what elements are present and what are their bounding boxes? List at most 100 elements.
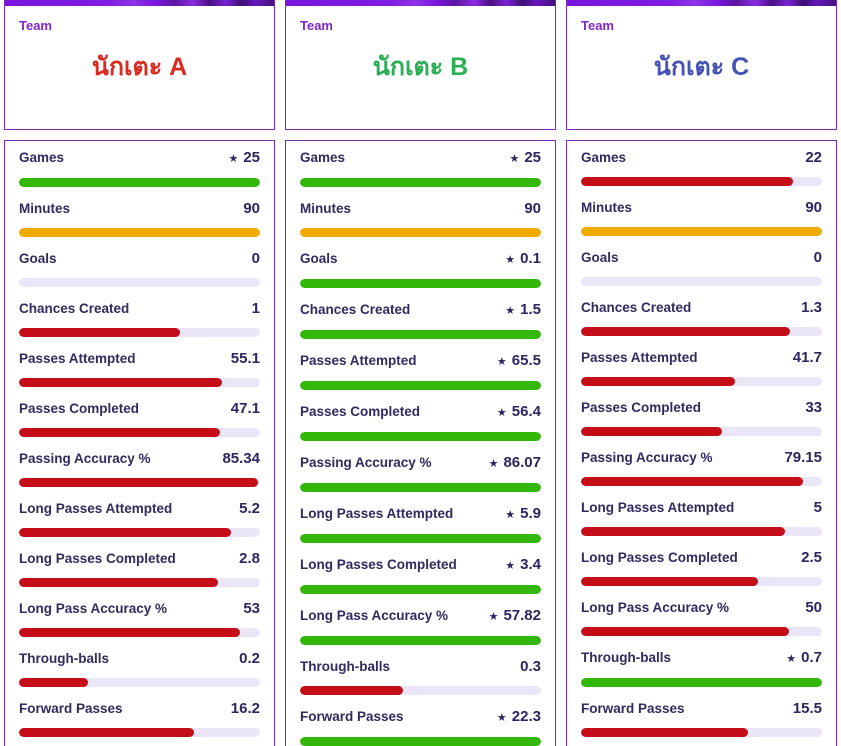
stat-bar-fill: [300, 483, 541, 492]
stat-value: 86.07: [503, 454, 541, 471]
stat-bar-track: [19, 428, 260, 437]
stat-value: 16.2: [230, 700, 260, 717]
stat-label: Passing Accuracy %: [581, 450, 713, 465]
stat-bar-fill: [300, 636, 541, 645]
stat-line: Long Passes Completed ★ 3.4: [300, 557, 541, 574]
stat-bar-track: [581, 577, 822, 586]
best-star-icon: ★: [786, 653, 797, 665]
stat-line: Minutes 90: [300, 201, 541, 217]
team-header-card: Team นักเตะ B: [285, 0, 556, 130]
stat-bar-track: [581, 377, 822, 386]
stats-card: Games ★ 25 Minutes 90 Goals ★ 0.1 Chances …: [285, 140, 556, 746]
stat-line: Chances Created 1: [19, 301, 260, 317]
team-label: Team: [19, 18, 52, 33]
stat-label: Long Passes Completed: [300, 557, 457, 572]
player-column-c: Team นักเตะ C Games 22 Minutes 90 Goals …: [566, 0, 837, 746]
stat-value: 15.5: [792, 700, 822, 717]
stat-row: Passes Attempted 41.7: [581, 350, 822, 386]
stat-value-wrap: ★ 3.4: [505, 557, 541, 574]
stat-bar-fill: [300, 686, 404, 695]
stat-value-wrap: 5: [814, 500, 822, 516]
stat-value: 1: [251, 300, 260, 317]
stat-bar-track: [300, 279, 541, 288]
stat-row: Minutes 90: [19, 201, 260, 237]
stat-value-wrap: 2.5: [801, 550, 822, 566]
stat-label: Long Passes Attempted: [581, 500, 735, 515]
stats-card: Games ★ 25 Minutes 90 Goals 0 Chances Cre…: [4, 140, 275, 746]
stat-value-wrap: 53: [243, 601, 260, 617]
stat-bar-fill: [19, 478, 259, 487]
stat-bar-track: [19, 178, 260, 187]
stat-bar-fill: [19, 378, 222, 387]
stat-line: Passes Attempted ★ 65.5: [300, 353, 541, 370]
stat-bar-fill: [581, 227, 822, 236]
stat-value-wrap: 47.1: [231, 401, 260, 417]
stat-line: Minutes 90: [581, 200, 822, 216]
stat-row: Through-balls 0.3: [300, 659, 541, 695]
stat-line: Long Passes Attempted ★ 5.9: [300, 506, 541, 523]
stat-bar-track: [19, 528, 260, 537]
card-top-stripe: [286, 0, 555, 6]
stat-bar-track: [300, 737, 541, 746]
stat-line: Passing Accuracy % ★ 86.07: [300, 455, 541, 472]
stat-value: 25: [243, 149, 260, 166]
stat-bar-fill: [581, 427, 722, 436]
stat-value-wrap: ★ 57.82: [489, 608, 541, 625]
stat-value: 5.2: [239, 500, 260, 517]
stat-line: Long Pass Accuracy % ★ 57.82: [300, 608, 541, 625]
stat-line: Passes Attempted 55.1: [19, 351, 260, 367]
stat-line: Long Passes Completed 2.8: [19, 551, 260, 567]
stat-value: 22: [805, 149, 822, 166]
stat-value: 50: [805, 599, 822, 616]
team-label: Team: [300, 18, 333, 33]
stat-row: Through-balls 0.2: [19, 651, 260, 687]
stat-bar-fill: [19, 628, 240, 637]
stat-bar-track: [19, 578, 260, 587]
stat-row: Passing Accuracy % 85.34: [19, 451, 260, 487]
stat-bar-track: [300, 686, 541, 695]
stat-value-wrap: 16.2: [231, 701, 260, 717]
stat-bar-fill: [19, 578, 218, 587]
stat-line: Long Passes Attempted 5.2: [19, 501, 260, 517]
stat-value-wrap: ★ 0.7: [786, 650, 822, 667]
stat-row: Goals 0: [581, 250, 822, 286]
player-name: นักเตะ B: [372, 53, 469, 81]
stat-bar-track: [300, 483, 541, 492]
stat-value: 53: [243, 600, 260, 617]
stat-value: 55.1: [230, 350, 260, 367]
best-star-icon: ★: [228, 153, 239, 165]
stat-value-wrap: 41.7: [793, 350, 822, 366]
stat-label: Goals: [19, 251, 57, 266]
stat-bar-track: [581, 477, 822, 486]
stat-value: 90: [805, 199, 822, 216]
stat-bar-track: [581, 527, 822, 536]
card-top-stripe: [5, 0, 274, 6]
stat-line: Through-balls ★ 0.7: [581, 650, 822, 667]
stat-line: Through-balls 0.2: [19, 651, 260, 667]
stat-label: Passes Attempted: [581, 350, 698, 365]
stat-bar-track: [19, 678, 260, 687]
stat-bar-fill: [300, 737, 541, 746]
stat-bar-fill: [19, 528, 232, 537]
stat-value-wrap: 1: [252, 301, 260, 317]
stat-bar-track: [19, 378, 260, 387]
stat-label: Long Passes Attempted: [19, 501, 173, 516]
stat-label: Forward Passes: [19, 701, 123, 716]
stat-line: Games ★ 25: [19, 150, 260, 167]
best-star-icon: ★: [488, 611, 499, 623]
stat-value: 90: [524, 200, 541, 217]
player-name: นักเตะ C: [653, 53, 750, 81]
stat-label: Passes Completed: [19, 401, 140, 416]
stat-value: 47.1: [230, 400, 260, 417]
stat-line: Games 22: [581, 150, 822, 166]
stat-label: Chances Created: [300, 302, 411, 317]
team-header-card: Team นักเตะ C: [566, 0, 837, 130]
player-column-a: Team นักเตะ A Games ★ 25 Minutes 90 Goals…: [4, 0, 275, 746]
stats-body: Games ★ 25 Minutes 90 Goals ★ 0.1 Chances …: [300, 150, 541, 746]
stat-bar-track: [581, 678, 822, 687]
stat-value-wrap: 0: [252, 251, 260, 267]
stat-row: Games 22: [581, 150, 822, 186]
stat-label: Games: [581, 150, 627, 165]
stat-bar-track: [581, 277, 822, 286]
